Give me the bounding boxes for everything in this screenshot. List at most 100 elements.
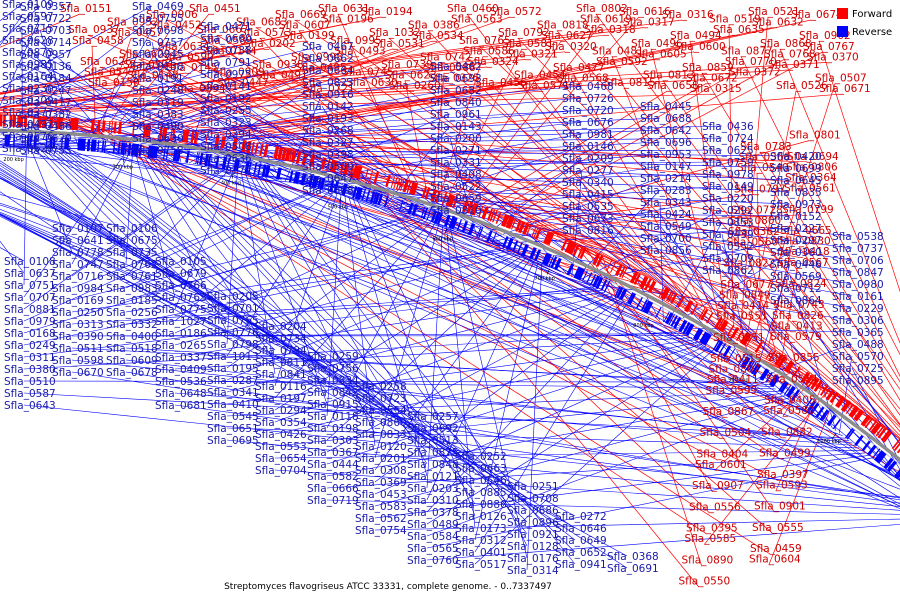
reverse-gene [398,199,404,212]
reverse-leader-line [0,194,127,229]
reverse-gene-label: Sfla_0630 [132,133,184,145]
reverse-gene-label: Sfla_0842 [307,387,359,399]
scale-tick [645,316,650,323]
forward-gene [745,336,753,347]
forward-gene [349,164,355,177]
reverse-gene-label: Sfla_0272 [555,511,607,523]
forward-gene [727,324,735,336]
forward-gene [785,361,794,373]
forward-gene-label: Sfla_0830 [779,236,831,248]
forward-gene [853,409,863,421]
forward-gene-label: Sfla_0742 [420,51,472,63]
forward-gene-label: Sfla_0561 [784,183,836,195]
reverse-gene [426,208,432,221]
reverse-gene-label: Sfla_0439 [702,229,754,241]
forward-gene-label: Sfla_0196 [322,14,374,26]
forward-gene-label: Sfla_0405 [764,395,816,407]
reverse-gene [745,359,754,371]
forward-leader-line [662,80,900,416]
reverse-gene-label: Sfla_0250 [52,307,104,319]
forward-gene [792,366,801,378]
reverse-gene-label: Sfla_0648 [155,388,207,400]
forward-leader-line [0,16,382,94]
forward-gene-label: Sfla_0599 [706,385,758,397]
reverse-gene-label: Sfla_0118 [307,411,359,423]
reverse-gene-label: Sfla_0673 [562,213,614,225]
reverse-leader-line [226,171,238,345]
reverse-gene [275,167,282,180]
forward-leader-line [0,51,566,108]
reverse-gene-label: Sfla_0367 [307,447,359,459]
reverse-gene-label: Sfla_0255 [200,105,252,117]
forward-gene-label: Sfla_0906 [146,9,198,21]
reverse-gene [456,219,462,231]
forward-leader-line [250,19,812,142]
forward-gene-label: Sfla_0604 [749,554,801,566]
reverse-leader-line [449,185,823,422]
reverse-gene [618,288,628,301]
reverse-gene-label: Sfla_0646 [555,523,607,535]
reverse-gene [668,314,676,326]
forward-gene-label: Sfla_0770 [725,56,777,68]
forward-gene [39,115,42,128]
reverse-gene-label: Sfla_0444 [307,459,359,471]
forward-gene [75,118,79,131]
reverse-leader-line [480,157,583,240]
forward-gene [492,210,498,223]
reverse-gene-label: Sfla_0195 [207,363,259,375]
reverse-leader-line [274,341,700,435]
reverse-gene-label: Sfla_0833 [355,429,407,441]
reverse-gene-label: Sfla_0983 [106,283,158,295]
forward-gene-label: Sfla_0534 [412,30,464,42]
reverse-gene-label: Sfla_0424 [640,209,692,221]
reverse-gene-label: Sfla_0294 [255,405,307,417]
forward-leader-line [138,59,851,403]
reverse-gene-label: Sfla_0310 [407,495,459,507]
reverse-gene-label: Sfla_0569 [770,271,822,283]
forward-leader-line [572,72,706,309]
reverse-gene-label: Sfla_0725 [832,363,884,375]
forward-gene-label: Sfla_0743 [773,299,825,311]
forward-gene [560,238,568,251]
genome-title: Streptomyces flavogriseus ATCC 33331, co… [224,582,552,592]
forward-gene [344,163,350,176]
reverse-gene [576,268,585,281]
forward-gene [714,317,723,329]
forward-gene-label: Sfla_0792 [498,27,550,39]
forward-gene [263,144,269,157]
reverse-gene-label: Sfla_0136 [20,61,72,73]
forward-gene-label: Sfla_0801 [789,130,841,142]
forward-gene-label: Sfla_0672 [686,73,738,85]
reverse-gene [215,155,220,168]
reverse-gene-label: Sfla_0251 [507,481,559,493]
reverse-gene [352,186,358,199]
reverse-leader-line [21,135,843,436]
reverse-gene [554,257,562,271]
reverse-leader-line [586,283,853,321]
forward-gene [331,160,338,173]
forward-gene [505,215,513,229]
reverse-gene-label: Sfla_0811 [255,357,307,369]
reverse-gene-label: Sfla_0161 [832,291,884,303]
forward-gene-label: Sfla_0145 [166,62,218,74]
forward-gene [572,244,580,257]
reverse-gene [49,136,53,149]
forward-gene [205,133,208,146]
reverse-gene [341,183,348,196]
forward-gene-label: Sfla_0815 [604,77,656,89]
reverse-gene [26,135,30,148]
reverse-gene-label: Sfla_0681 [155,400,207,412]
reverse-gene [13,134,15,147]
reverse-gene-label: Sfla_0676 [562,117,614,129]
forward-gene [568,242,576,255]
reverse-gene-label: Sfla_0823 [302,77,354,89]
forward-leader-line [517,37,900,437]
forward-leader-line [735,321,790,360]
scale-tick [231,172,234,179]
reverse-leader-line [21,123,762,381]
reverse-gene-label: Sfla_0720 [562,105,614,117]
reverse-gene [448,216,456,229]
forward-gene-label: Sfla_0765 [459,35,511,47]
forward-gene-label: Sfla_0451 [189,3,241,15]
reverse-gene-label: Sfla_0834 [307,375,359,387]
